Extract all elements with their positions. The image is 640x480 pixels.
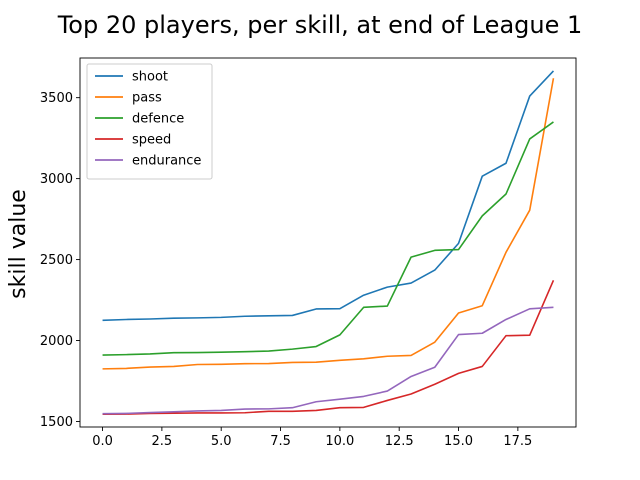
- legend-label-defence: defence: [132, 112, 184, 127]
- series-line-pass: [102, 78, 555, 370]
- x-tick-label: 5.0: [211, 434, 232, 449]
- chart-title: Top 20 players, per skill, at end of Lea…: [57, 11, 583, 39]
- y-tick-label: 2000: [40, 334, 73, 349]
- x-tick-label: 2.5: [152, 434, 173, 449]
- y-tick-label: 3500: [40, 91, 73, 106]
- series-line-endurance: [102, 306, 554, 415]
- x-tick-label: 12.5: [385, 434, 414, 449]
- legend-label-endurance: endurance: [132, 154, 201, 169]
- x-tick-label: 15.0: [444, 434, 473, 449]
- plot-frame: [79, 57, 577, 428]
- legend: shoot pass defence speed endurance: [86, 63, 213, 180]
- series-line-defence: [102, 121, 554, 356]
- series-line-shoot: [102, 70, 555, 322]
- x-tick-label: 10.0: [325, 434, 354, 449]
- legend-label-speed: speed: [132, 133, 171, 148]
- legend-label-shoot: shoot: [132, 70, 168, 85]
- y-axis-label: skill value: [6, 189, 31, 299]
- y-tick-label: 2500: [40, 253, 73, 268]
- legend-label-pass: pass: [132, 91, 162, 106]
- y-tick-label: 1500: [40, 415, 73, 430]
- series-line-speed: [102, 279, 555, 416]
- x-tick-label: 7.5: [270, 434, 291, 449]
- x-tick-label: 0.0: [92, 434, 113, 449]
- x-tick-label: 17.5: [503, 434, 532, 449]
- y-tick-label: 3000: [40, 172, 73, 187]
- legend-box: [86, 63, 213, 180]
- plot-lines: [102, 70, 555, 416]
- axes: 0.0 2.5 5.0 7.5 10.0 12.5 15.0 17.5 1500 2000 2500…: [40, 57, 577, 449]
